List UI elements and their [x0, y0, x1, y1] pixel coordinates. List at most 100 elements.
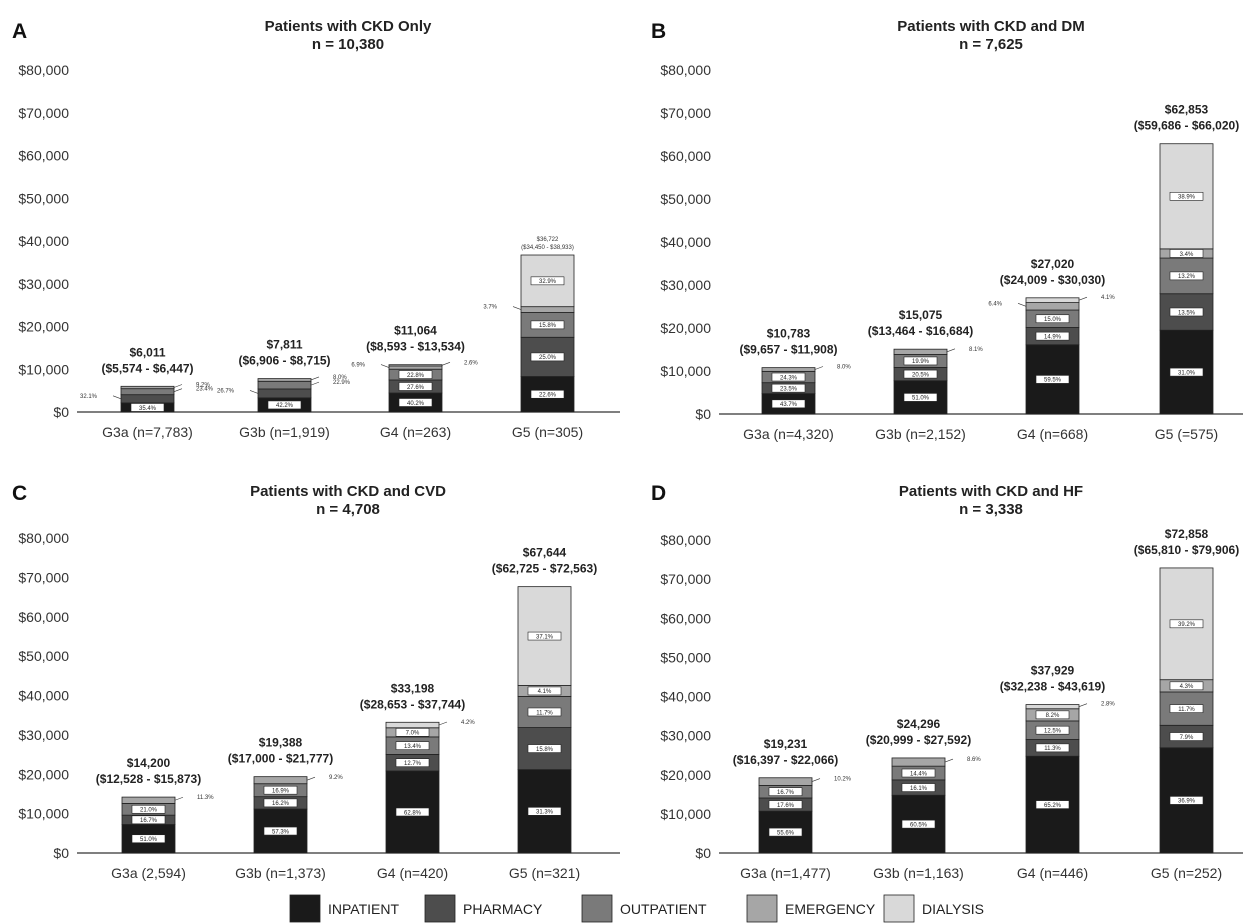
- panel-letter: A: [12, 20, 27, 43]
- segment-label-box: [131, 834, 166, 844]
- segment-label-box: [527, 807, 562, 816]
- bar-segment: [891, 757, 946, 767]
- leader-line: [441, 362, 451, 366]
- segment-label-box: [1169, 704, 1204, 713]
- y-tick-label: $60,000: [660, 148, 711, 164]
- segment-label-box: [1035, 375, 1070, 384]
- y-tick-label: $40,000: [660, 689, 711, 705]
- segment-percent-label: 16.1%: [910, 786, 928, 792]
- x-tick-label: G3a (n=4,320): [743, 426, 834, 442]
- segment-label-box: [527, 631, 562, 641]
- segment-percent-label: 14.9%: [1044, 334, 1062, 340]
- bar-ci-label: ($9,657 - $11,908): [739, 343, 837, 357]
- leader-line: [811, 778, 821, 782]
- segment-percent-label: 15.8%: [539, 323, 557, 329]
- segment-label-box: [527, 686, 562, 696]
- y-tick-label: $20,000: [18, 766, 69, 782]
- legend-item: DIALYSIS: [883, 894, 984, 923]
- segment-percent-label: 12.7%: [404, 761, 422, 767]
- y-tick-label: $50,000: [660, 649, 711, 665]
- y-tick-label: $30,000: [18, 276, 69, 292]
- legend-label: PHARMACY: [463, 901, 543, 917]
- bar-segment: [120, 388, 175, 396]
- leader-line: [1017, 303, 1027, 307]
- bar-segment: [120, 394, 175, 404]
- leader-line: [944, 758, 954, 763]
- y-tick-label: $20,000: [660, 320, 711, 336]
- x-tick-label: G4 (n=420): [377, 865, 448, 881]
- chart-title: Patients with CKD and DM: [897, 18, 1085, 35]
- bar-ci-label: ($16,397 - $22,066): [733, 753, 838, 767]
- bar-total-label: $67,644: [523, 546, 567, 560]
- bar-total-label: $37,929: [1031, 664, 1075, 678]
- segment-percent-label: 36.9%: [1178, 799, 1196, 805]
- legend-item: INPATIENT: [289, 894, 399, 923]
- y-tick-label: $40,000: [18, 688, 69, 704]
- segment-label-box: [530, 320, 565, 330]
- segment-label-box: [768, 800, 803, 809]
- bar-stack: 51.0% 20.5% 19.9% 8.1% $15,075 ($13,464 - $16…: [868, 308, 983, 415]
- legend-label: INPATIENT: [328, 901, 399, 917]
- leader-line: [249, 390, 259, 394]
- bar-segment: [388, 365, 443, 370]
- leader-line: [112, 395, 122, 400]
- segment-label-box: [398, 398, 433, 407]
- bar-stack: 57.3% 16.2% 16.9% 9.2% $19,388 ($17,000 - $21…: [228, 736, 343, 854]
- segment-label-box: [527, 707, 562, 717]
- bar-stack: 60.5% 16.1% 14.4% 8.6% $24,296 ($20,999 - $27…: [866, 717, 981, 854]
- segment-label-box: [903, 369, 938, 379]
- chart-subtitle: n = 3,338: [959, 501, 1023, 518]
- segment-label-box: [771, 399, 806, 409]
- bar-total-label: $62,853: [1165, 103, 1209, 117]
- segment-label-box: [398, 370, 433, 379]
- segment-label-box: [530, 389, 565, 399]
- x-tick-label: G5 (n=321): [509, 865, 580, 881]
- bar-segment: [758, 777, 813, 786]
- segment-percent-label: 11.7%: [536, 710, 553, 716]
- segment-percent-label: 2.8%: [1101, 702, 1115, 708]
- bar-segment: [520, 306, 575, 313]
- segment-percent-label: 4.3%: [1180, 684, 1194, 690]
- leader-line: [174, 796, 184, 801]
- segment-label-box: [1169, 619, 1204, 629]
- chart-subtitle: n = 7,625: [959, 36, 1023, 53]
- bar-stack: 35.4% 32.1% 23.4%9.2% $6,011 ($5,574 - $6,44…: [80, 345, 214, 413]
- segment-label-box: [1035, 725, 1070, 735]
- leader-line: [946, 348, 956, 353]
- segment-label-box: [1169, 307, 1204, 317]
- bar-stack: 31.3% 15.8% 11.7% 4.1% 37.1% $67,644 ($62,725 …: [492, 546, 597, 854]
- bar-ci-label: ($34,450 - $38,933): [521, 245, 574, 251]
- bar-stack: 59.5% 14.9% 15.0% 6.4% 4.1% $27,020 ($24,009 -…: [988, 257, 1115, 415]
- bar-ci-label: ($5,574 - $6,447): [101, 361, 193, 375]
- segment-percent-label: 60.5%: [910, 822, 928, 828]
- y-tick-label: $80,000: [18, 530, 69, 546]
- segment-percent-label: 25.0%: [539, 355, 557, 361]
- x-tick-label: G3b (n=1,919): [239, 424, 330, 440]
- segment-label-box: [130, 403, 165, 412]
- segment-percent-label: 6.9%: [351, 363, 365, 369]
- bar-total-label: $33,198: [391, 681, 435, 695]
- x-tick-label: G4 (n=668): [1017, 426, 1088, 442]
- bar-segment: [257, 380, 312, 390]
- segment-percent-label: 65.2%: [1044, 803, 1062, 809]
- segment-percent-label: 11.3%: [197, 795, 214, 801]
- chart-subtitle: n = 4,708: [316, 501, 380, 518]
- segment-percent-label: 2.6%: [464, 360, 478, 366]
- segment-label-box: [267, 400, 302, 410]
- segment-percent-label: 14.4%: [910, 771, 928, 777]
- y-tick-label: $10,000: [660, 806, 711, 822]
- segment-percent-label: 42.2%: [276, 403, 294, 409]
- bar-total-label: $24,296: [897, 717, 941, 731]
- leader-line: [380, 364, 390, 368]
- legend-item: EMERGENCY: [746, 894, 876, 923]
- bar-ci-label: ($17,000 - $21,777): [228, 752, 333, 766]
- segment-percent-label: 22.6%: [539, 393, 557, 399]
- x-tick-label: G5 (=575): [1155, 426, 1218, 442]
- legend-swatch: [424, 894, 456, 923]
- bar-segment: [121, 796, 176, 804]
- bar-segment: [385, 721, 440, 729]
- segment-label-box: [1169, 191, 1204, 201]
- chart-panel-b: B Patients with CKD and DMn = 7,625 $0 $10,…: [651, 18, 1243, 442]
- segment-percent-label: 8.0%: [333, 375, 347, 381]
- leader-line: [512, 306, 522, 310]
